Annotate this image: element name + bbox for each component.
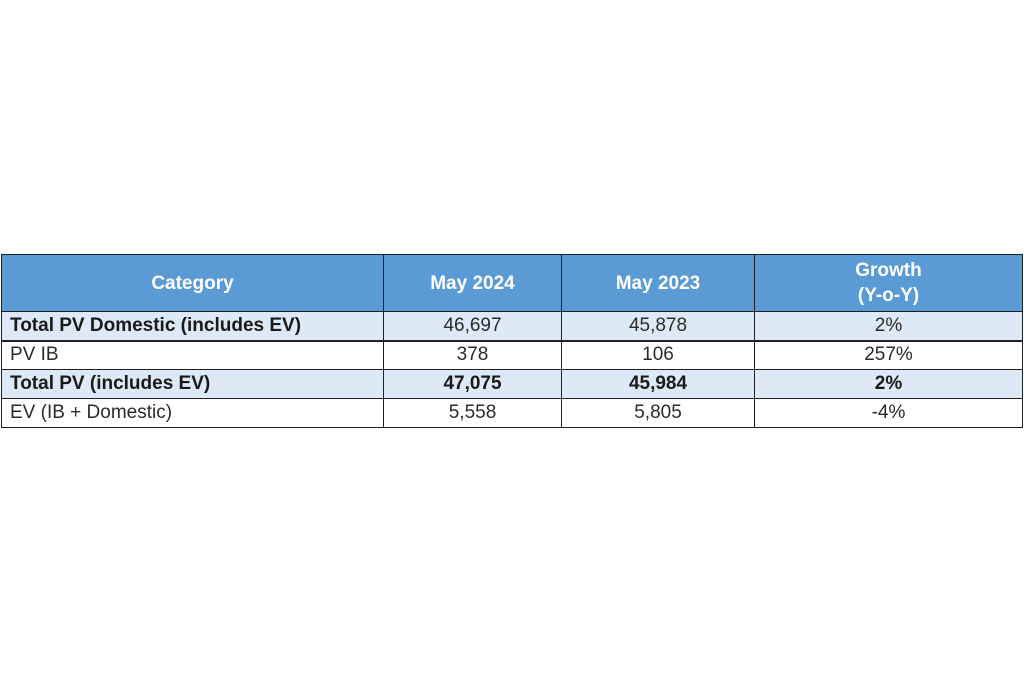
table-row: PV IB 378 106 257% (1, 340, 1023, 370)
sales-comparison-table: Category May 2024 May 2023 Growth (Y-o-Y… (1, 254, 1023, 428)
row-may-2023: 45,984 (561, 369, 755, 399)
row-may-2024: 378 (383, 340, 562, 370)
row-growth: -4% (754, 398, 1023, 428)
header-row: Category May 2024 May 2023 Growth (Y-o-Y… (1, 254, 1023, 312)
table-body: Total PV Domestic (includes EV) 46,697 4… (1, 311, 1023, 428)
table-header: Category May 2024 May 2023 Growth (Y-o-Y… (1, 254, 1023, 312)
row-category: Total PV (includes EV) (1, 369, 384, 399)
row-may-2024: 47,075 (383, 369, 562, 399)
header-may-2023: May 2023 (561, 254, 755, 312)
header-growth: Growth (Y-o-Y) (754, 254, 1023, 312)
table-row: Total PV Domestic (includes EV) 46,697 4… (1, 311, 1023, 342)
header-growth-line1: Growth (855, 260, 922, 281)
row-category: PV IB (1, 340, 384, 370)
table-row: EV (IB + Domestic) 5,558 5,805 -4% (1, 398, 1023, 428)
row-growth: 2% (754, 311, 1023, 342)
row-may-2023: 106 (561, 340, 755, 370)
row-growth: 257% (754, 340, 1023, 370)
row-growth: 2% (754, 369, 1023, 399)
header-growth-line2: (Y-o-Y) (857, 285, 920, 306)
sales-table-container: Category May 2024 May 2023 Growth (Y-o-Y… (1, 254, 1023, 428)
row-may-2024: 5,558 (383, 398, 562, 428)
row-category: EV (IB + Domestic) (1, 398, 384, 428)
row-may-2023: 5,805 (561, 398, 755, 428)
header-may-2024: May 2024 (383, 254, 562, 312)
row-may-2023: 45,878 (561, 311, 755, 342)
row-may-2024: 46,697 (383, 311, 562, 342)
header-category: Category (1, 254, 384, 312)
table-row: Total PV (includes EV) 47,075 45,984 2% (1, 369, 1023, 399)
row-category: Total PV Domestic (includes EV) (1, 311, 384, 342)
